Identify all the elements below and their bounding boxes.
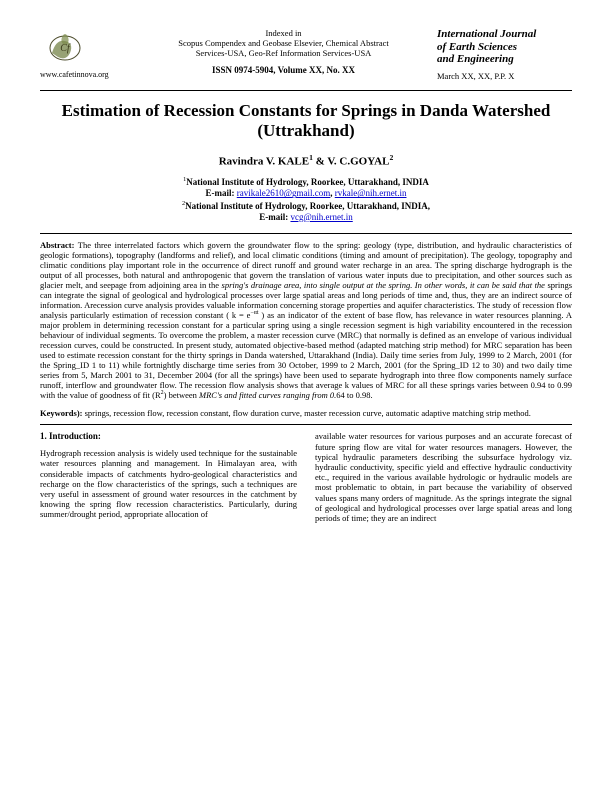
- paper-title: Estimation of Recession Constants for Sp…: [40, 101, 572, 142]
- abstract-text-3: ) as an indicator of the extent of base …: [40, 310, 572, 400]
- abstract-label: Abstract:: [40, 240, 78, 250]
- abstract-italic-1: spring's drainage area, into single outp…: [222, 280, 548, 290]
- column-left: 1. Introduction: Hydrograph recession an…: [40, 431, 297, 523]
- abstract-text-5: 64 to 0.98.: [336, 390, 372, 400]
- email-label-2: E-mail:: [259, 212, 290, 222]
- site-url: www.cafetinnova.org: [40, 70, 130, 79]
- section-1-heading: 1. Introduction:: [40, 431, 297, 442]
- email-link-1a[interactable]: ravikale2610@gmail.com: [237, 188, 331, 198]
- affiliation-1: National Institute of Hydrology, Roorkee…: [186, 177, 429, 187]
- author-line: Ravindra V. KALE1 & V. C.GOYAL2: [40, 153, 572, 168]
- body-columns: 1. Introduction: Hydrograph recession an…: [40, 431, 572, 523]
- journal-name-1: International Journal: [437, 28, 572, 41]
- abstract-italic-2: MRC's and fitted curves ranging from 0.: [199, 390, 336, 400]
- email-link-1b[interactable]: rvkale@nih.ernet.in: [335, 188, 407, 198]
- svg-text:Cf: Cf: [60, 43, 71, 54]
- journal-name-2: of Earth Sciences: [437, 41, 572, 54]
- abstract: Abstract: The three interrelated factors…: [40, 240, 572, 400]
- intro-paragraph-left: Hydrograph recession analysis is widely …: [40, 448, 297, 519]
- header-left: Cf www.cafetinnova.org: [40, 28, 130, 79]
- header-right: International Journal of Earth Sciences …: [437, 28, 572, 82]
- post-keywords-rule: [40, 424, 572, 425]
- journal-logo: Cf: [40, 28, 90, 68]
- journal-name-3: and Engineering: [437, 53, 572, 66]
- header-rule: [40, 90, 572, 91]
- author-1: Ravindra V. KALE: [219, 156, 309, 168]
- abstract-exponent: −αt: [250, 310, 258, 316]
- header-center: Indexed in Scopus Compendex and Geobase …: [130, 28, 437, 75]
- affiliation-2: National Institute of Hydrology, Roorkee…: [185, 201, 430, 211]
- affiliations: 1National Institute of Hydrology, Roorke…: [40, 176, 572, 223]
- pre-abstract-rule: [40, 233, 572, 234]
- page-header: Cf www.cafetinnova.org Indexed in Scopus…: [40, 28, 572, 82]
- keywords-label: Keywords):: [40, 408, 85, 418]
- issue-date: March XX, XX, P.P. X: [437, 72, 572, 82]
- column-right: available water resources for various pu…: [315, 431, 572, 523]
- author-2: & V. C.GOYAL: [313, 156, 390, 168]
- email-link-2[interactable]: vcg@nih.ernet.in: [290, 212, 352, 222]
- indexed-in: Indexed in Scopus Compendex and Geobase …: [136, 28, 431, 59]
- email-label-1: E-mail:: [205, 188, 236, 198]
- keywords-text: springs, recession flow, recession const…: [85, 408, 531, 418]
- abstract-text-4: ) between: [164, 390, 199, 400]
- keywords: Keywords): springs, recession flow, rece…: [40, 408, 572, 418]
- intro-paragraph-right: available water resources for various pu…: [315, 431, 572, 523]
- issn-volume: ISSN 0974-5904, Volume XX, No. XX: [136, 65, 431, 75]
